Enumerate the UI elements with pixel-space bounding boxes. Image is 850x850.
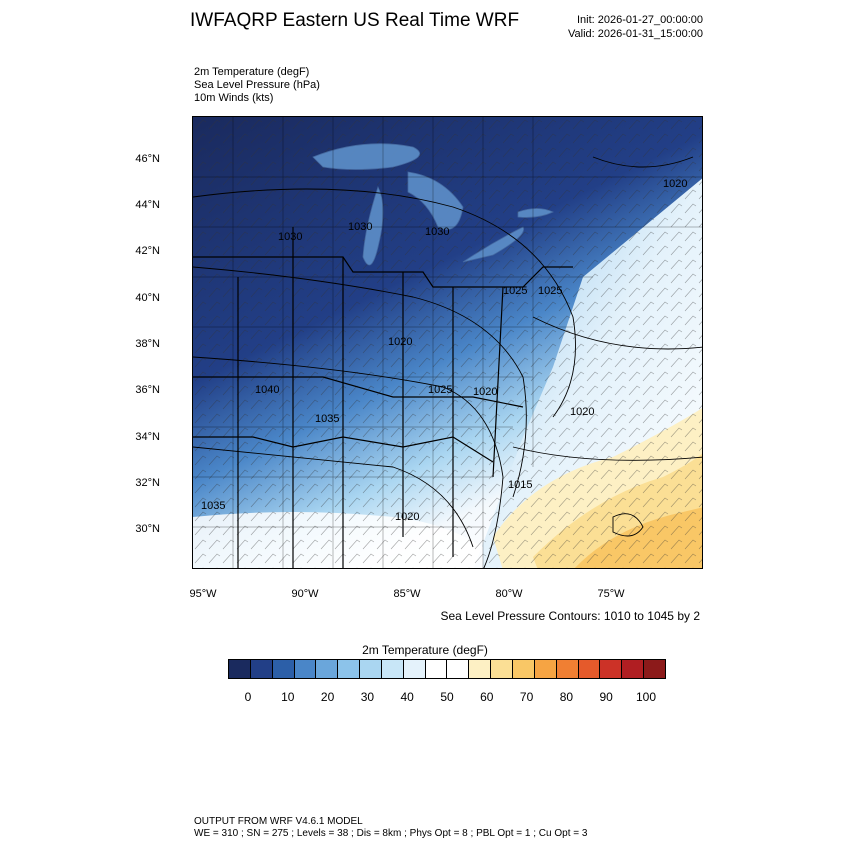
pressure-label: 1025 [538, 285, 562, 297]
colorbar-swatch [491, 660, 513, 678]
colorbar-swatch [360, 660, 382, 678]
colorbar-tick-label: 60 [480, 690, 494, 704]
lat-label: 34°N [135, 431, 160, 443]
pressure-label: 1020 [388, 336, 412, 348]
lat-label: 30°N [135, 523, 160, 535]
lon-label: 85°W [393, 588, 421, 600]
lat-label: 46°N [135, 153, 160, 165]
model-config: WE = 310 ; SN = 275 ; Levels = 38 ; Dis … [194, 828, 588, 839]
pressure-label: 1030 [425, 226, 449, 238]
pressure-label: 1020 [473, 386, 497, 398]
colorbar-tick-label: 70 [519, 690, 534, 704]
pressure-label: 1025 [428, 384, 452, 396]
colorbar-swatch [338, 660, 361, 678]
lat-label: 32°N [135, 477, 160, 489]
pressure-label: 1040 [255, 384, 279, 396]
colorbar-swatch [229, 660, 251, 678]
colorbar-swatch [578, 660, 601, 678]
lon-label: 95°W [189, 588, 217, 600]
colorbar-swatch [534, 660, 557, 678]
colorbar-swatch [556, 660, 579, 678]
colorbar-swatch [403, 660, 426, 678]
county-lines [193, 117, 702, 568]
colorbar-tick-label: 80 [559, 690, 574, 704]
colorbar-tick-label: 50 [440, 690, 454, 704]
colorbar-tick-label: 30 [360, 690, 375, 704]
great-lakes [312, 143, 554, 266]
colorbar-tick-label: 100 [635, 690, 657, 704]
colorbar-tick-label: 20 [320, 690, 335, 704]
colorbar-swatch [294, 660, 317, 678]
colorbar-tick-label: 90 [599, 690, 613, 704]
colorbar-swatch [469, 660, 492, 678]
colorbar-swatch [381, 660, 404, 678]
variable-label-winds: 10m Winds (kts) [194, 92, 274, 104]
colorbar-tick-label: 0 [244, 690, 252, 704]
lat-label: 36°N [135, 384, 160, 396]
pressure-label: 1020 [395, 511, 419, 523]
pressure-label: 1030 [278, 231, 302, 243]
lon-label: 75°W [597, 588, 625, 600]
chart-title: IWFAQRP Eastern US Real Time WRF [190, 10, 520, 31]
variable-label-temperature: 2m Temperature (degF) [194, 66, 310, 78]
pressure-label: 1020 [570, 406, 594, 418]
colorbar-tick-label: 40 [400, 690, 414, 704]
pressure-label: 1015 [508, 479, 532, 491]
colorbar-title: 2m Temperature (degF) [362, 643, 488, 657]
state-borders [193, 227, 573, 568]
pressure-contours [193, 156, 702, 568]
lat-label: 40°N [135, 292, 160, 304]
valid-time: Valid: 2026-01-31_15:00:00 [568, 28, 703, 40]
colorbar [228, 659, 666, 679]
colorbar-swatch [512, 660, 535, 678]
colorbar-swatch [272, 660, 295, 678]
colorbar-swatch [425, 660, 448, 678]
lat-label: 44°N [135, 199, 160, 211]
weather-map: 1020 1030 1030 1030 1025 1025 1020 1025 … [192, 116, 703, 569]
lon-label: 80°W [495, 588, 523, 600]
map-canvas: 1020 1030 1030 1030 1025 1025 1020 1025 … [193, 117, 702, 568]
pressure-label: 1020 [663, 178, 687, 190]
colorbar-swatch [644, 660, 665, 678]
model-info: OUTPUT FROM WRF V4.6.1 MODEL [194, 816, 363, 827]
variable-label-pressure: Sea Level Pressure (hPa) [194, 79, 320, 91]
pressure-label: 1035 [201, 500, 225, 512]
colorbar-tick-label: 10 [281, 690, 295, 704]
contour-note: Sea Level Pressure Contours: 1010 to 104… [440, 609, 701, 623]
pressure-label: 1030 [348, 221, 372, 233]
pressure-labels: 1020 1030 1030 1030 1025 1025 1020 1025 … [201, 178, 687, 523]
lat-label: 42°N [135, 245, 160, 257]
lat-label: 38°N [135, 338, 160, 350]
colorbar-swatch [600, 660, 623, 678]
pressure-label: 1035 [315, 413, 339, 425]
wind-barbs [193, 117, 702, 568]
lon-label: 90°W [291, 588, 319, 600]
colorbar-swatch [622, 660, 645, 678]
pressure-label: 1025 [503, 285, 527, 297]
colorbar-swatch [250, 660, 273, 678]
colorbar-swatch [447, 660, 470, 678]
init-time: Init: 2026-01-27_00:00:00 [577, 14, 703, 26]
colorbar-swatch [316, 660, 339, 678]
